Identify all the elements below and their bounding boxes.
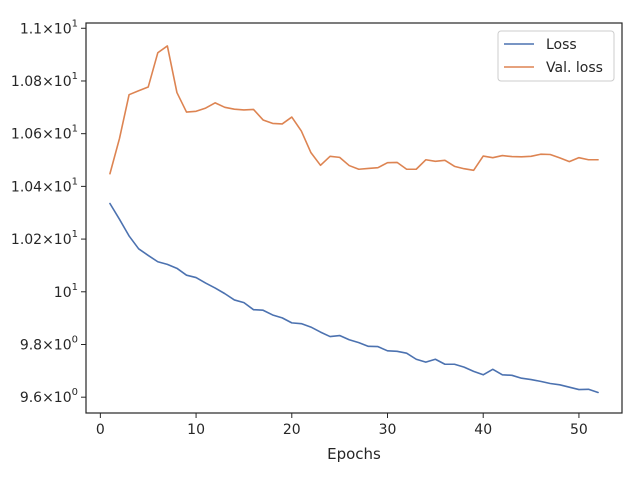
x-tick-label: 0 <box>96 422 105 438</box>
y-tick-label: 1.06×101 <box>11 124 78 143</box>
y-tick-label: 1.02×101 <box>11 229 78 248</box>
y-tick-label: 9.6×100 <box>20 387 78 406</box>
series-line-loss <box>109 202 599 394</box>
y-axis-ticks: 9.6×100 9.8×100 101 1.02×101 1.04×101 1.06×10… <box>11 18 86 406</box>
x-axis-label: Epochs <box>327 445 381 463</box>
legend-label: Val. loss <box>546 60 603 76</box>
x-tick-label: 20 <box>283 422 301 438</box>
series-line-val-loss <box>109 45 599 175</box>
y-tick-label: 9.8×100 <box>20 334 78 353</box>
y-tick-label: 1.08×101 <box>11 71 78 90</box>
x-tick-label: 30 <box>379 422 397 438</box>
plot-frame <box>85 22 623 414</box>
x-tick-label: 40 <box>474 422 492 438</box>
series-layer <box>109 45 599 394</box>
y-tick-label: 1.04×101 <box>11 176 78 195</box>
y-tick-label: 1.1×101 <box>20 18 78 37</box>
x-tick-label: 10 <box>187 422 205 438</box>
legend: Loss Val. loss <box>497 30 615 82</box>
legend-label: Loss <box>546 37 577 53</box>
plot-area <box>85 22 623 414</box>
y-tick-label: 101 <box>54 282 78 301</box>
x-axis-ticks: 0 10 20 30 40 50 <box>96 413 588 438</box>
x-tick-label: 50 <box>570 422 588 438</box>
